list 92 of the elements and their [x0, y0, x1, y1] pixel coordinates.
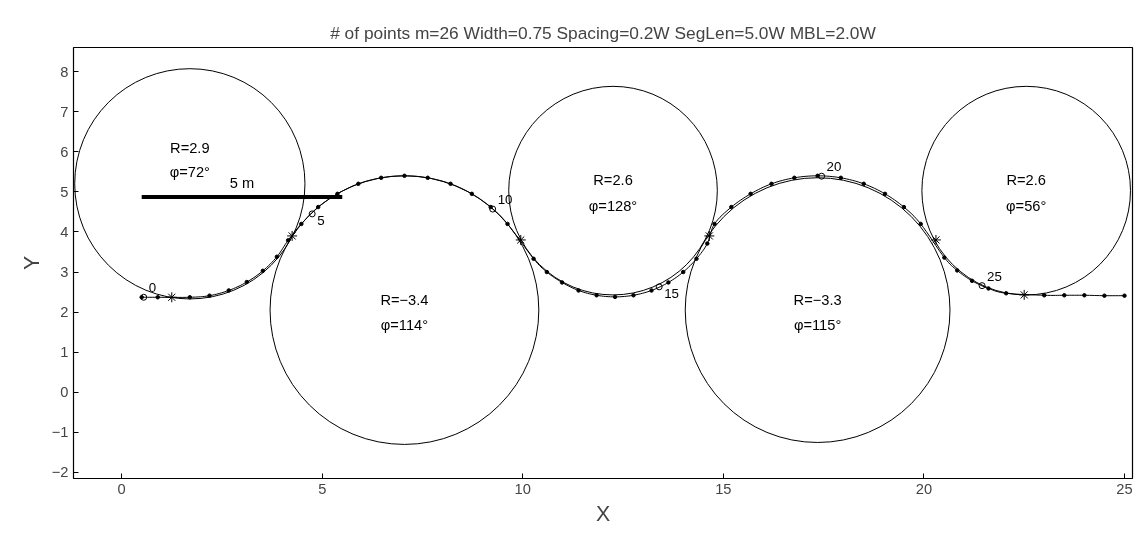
point — [515, 234, 527, 246]
point — [544, 269, 550, 275]
point — [712, 221, 717, 227]
point — [1003, 291, 1009, 296]
point — [986, 286, 991, 291]
point — [729, 204, 734, 210]
y-tick-label: −1 — [51, 424, 69, 441]
chart-title: # of points m=26 Width=0.75 Spacing=0.2W SegLen=5.0W MBL=2.0W — [330, 22, 877, 43]
point — [694, 256, 699, 262]
point — [356, 181, 361, 187]
annotation: R=2.6 — [593, 171, 633, 188]
point — [155, 295, 160, 300]
annotation: 0 — [148, 280, 157, 296]
point — [187, 295, 193, 300]
point — [612, 294, 618, 300]
point — [244, 279, 250, 285]
y-tick-label: 0 — [60, 384, 69, 401]
annotation: φ=128° — [588, 197, 638, 214]
y-tick-label: 4 — [60, 223, 69, 240]
annotation: φ=115° — [793, 317, 842, 334]
y-axis-title: Y — [19, 255, 44, 271]
point — [207, 293, 212, 298]
annotation: 5 — [317, 212, 325, 228]
point — [576, 288, 581, 293]
point — [260, 268, 266, 274]
point — [1062, 293, 1067, 298]
annotation: φ=56° — [1006, 197, 1047, 214]
y-tick-label: 5 — [60, 183, 69, 200]
annotation: 15 — [664, 285, 679, 301]
point — [531, 256, 536, 262]
annotation: R=2.9 — [170, 139, 210, 156]
point — [705, 241, 710, 246]
x-tick-label: 0 — [117, 480, 126, 497]
point — [286, 230, 298, 242]
point — [402, 173, 407, 179]
point — [882, 191, 888, 197]
point — [1018, 289, 1030, 301]
annotation: 20 — [826, 159, 842, 175]
annotation: φ=114° — [380, 317, 429, 334]
y-tick-label: 2 — [60, 304, 69, 321]
point — [666, 280, 671, 285]
x-axis-title: X — [595, 501, 611, 526]
point — [285, 238, 291, 243]
point — [631, 293, 636, 298]
annotation: 25 — [987, 268, 1002, 284]
annotation: 5 m — [229, 175, 255, 192]
point — [425, 175, 430, 181]
point — [861, 181, 866, 187]
point — [1082, 293, 1087, 298]
y-tick-label: 1 — [60, 344, 69, 361]
point — [1122, 293, 1127, 298]
y-tick-label: 6 — [60, 143, 69, 160]
point — [1042, 293, 1047, 298]
x-tick-label: 15 — [715, 480, 732, 497]
point — [930, 234, 942, 246]
x-tick-label: 20 — [915, 480, 933, 497]
point — [559, 280, 565, 285]
point — [1102, 293, 1107, 298]
point — [792, 175, 797, 181]
y-tick-label: 8 — [60, 63, 69, 80]
point — [703, 230, 715, 242]
annotation: R=−3.3 — [793, 292, 842, 309]
point — [954, 268, 960, 273]
y-tick-label: −2 — [51, 464, 69, 481]
point — [594, 293, 599, 298]
point — [315, 204, 321, 210]
annotation: R=2.6 — [1006, 171, 1046, 188]
annotation: R=−3.4 — [380, 292, 429, 309]
x-tick-label: 25 — [1116, 480, 1133, 497]
point — [748, 191, 753, 197]
point — [838, 175, 844, 181]
point — [299, 221, 304, 227]
x-tick-label: 10 — [514, 480, 531, 497]
y-tick-label: 7 — [60, 103, 69, 120]
point — [942, 255, 947, 260]
x-tick-label: 5 — [318, 480, 327, 497]
point — [505, 221, 510, 227]
point — [469, 191, 475, 197]
point — [166, 291, 178, 303]
point — [769, 181, 774, 187]
point — [901, 204, 907, 210]
point — [378, 175, 384, 181]
point — [969, 278, 975, 284]
point — [274, 254, 280, 260]
point — [918, 221, 923, 227]
annotation: φ=72° — [169, 163, 210, 180]
y-tick-label: 3 — [60, 264, 69, 281]
annotation: 10 — [497, 192, 513, 208]
point — [649, 288, 654, 293]
point — [448, 181, 453, 187]
point — [226, 288, 231, 293]
point — [680, 269, 686, 275]
